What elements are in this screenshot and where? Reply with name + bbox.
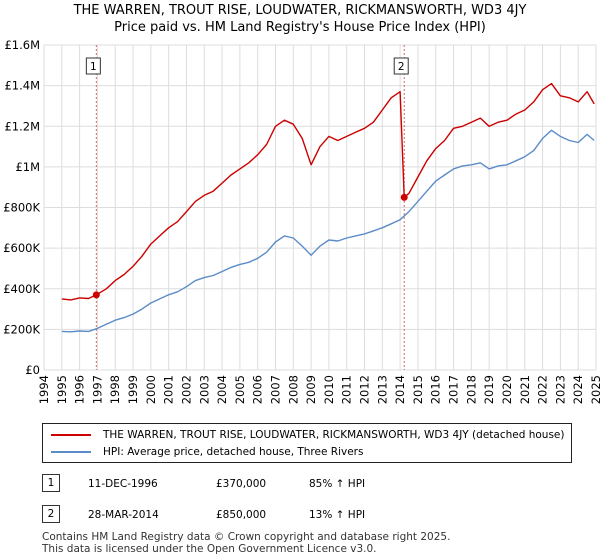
hpi-series-line [61,129,595,333]
transaction-date: 11-DEC-1996 [88,478,158,490]
sale-number-box [393,57,409,75]
sale-number-label: 2 [398,61,405,73]
transaction-hpi: 85% ↑ HPI [309,478,366,490]
x-tick-label: 1996 [73,375,87,404]
y-tick-label: £800K [3,201,40,215]
property-series-line [61,82,595,301]
transaction-number: 1 [42,474,60,492]
x-tick-label: 2004 [215,375,229,404]
x-tick-label: 1995 [55,375,69,404]
transaction-date: 28-MAR-2014 [88,509,159,521]
x-tick-label: 2003 [197,375,211,404]
x-tick-label: 2010 [322,375,336,404]
y-tick-label: £400K [3,282,40,296]
y-tick-label: £600K [3,241,40,255]
y-tick-label: £1.6M [4,38,40,52]
footer-copyright: Contains HM Land Registry data © Crown c… [42,531,451,543]
legend-item-property: THE WARREN, TROUT RISE, LOUDWATER, RICKM… [51,427,564,443]
footer: Contains HM Land Registry data © Crown c… [42,531,450,555]
y-tick-label: £1.2M [4,119,40,133]
x-tick-label: 1999 [126,375,140,404]
y-tick-label: £200K [3,322,40,336]
price-chart: £0 £200K £400K £600K £800K £1M £1.2M £1.4M £1.6M… [3,38,600,404]
chart-title: THE WARREN, TROUT RISE, LOUDWATER, RICKM… [73,3,527,18]
x-tick-label: 2002 [179,375,193,404]
x-tick-label: 2015 [411,375,425,404]
transaction-hpi: 13% ↑ HPI [309,509,366,521]
x-tick-label: 1997 [90,375,104,404]
x-tick-label: 2011 [340,375,354,404]
legend-item-hpi: HPI: Average price, detached house, Thre… [51,444,363,460]
transaction-price: £370,000 [216,478,267,490]
x-tick-label: 2007 [268,375,282,404]
x-tick-label: 2024 [571,375,585,404]
x-tick-label: 2025 [589,375,600,404]
x-tick-label: 2009 [304,375,318,404]
sale-number-box [85,57,101,75]
x-tick-label: 2019 [482,375,496,404]
x-tick-label: 2000 [144,375,158,404]
x-tick-label: 1998 [108,375,122,404]
x-tick-label: 2023 [553,375,567,404]
x-tick-label: 2016 [429,375,443,404]
y-tick-label: £1M [15,160,40,174]
chart-subtitle: Price paid vs. HM Land Registry's House … [114,20,486,35]
x-tick-label: 2005 [233,375,247,404]
legend-label-property: THE WARREN, TROUT RISE, LOUDWATER, RICKM… [103,429,565,441]
y-tick-label: £0 [25,363,40,377]
transaction-price: £850,000 [216,509,267,521]
x-tick-label: 2014 [393,375,407,404]
legend-label-hpi: HPI: Average price, detached house, Thre… [103,446,364,458]
x-tick-label: 2012 [358,375,372,404]
y-tick-label: £1.4M [4,79,40,93]
sale-number-label: 1 [90,61,97,73]
x-tick-label: 2013 [375,375,389,404]
legend-swatch-hpi [51,451,91,453]
x-tick-label: 2022 [536,375,550,404]
sale-point [400,193,408,201]
transaction-number: 2 [42,505,60,523]
x-tick-label: 1994 [37,375,51,404]
x-tick-label: 2017 [447,375,461,404]
footer-license: This data is licensed under the Open Gov… [42,543,377,555]
x-tick-label: 2020 [500,375,514,404]
x-tick-label: 2018 [464,375,478,404]
x-tick-label: 2006 [251,375,265,404]
sale-point [92,291,100,299]
legend-swatch-property [51,434,91,436]
x-tick-label: 2001 [162,375,176,404]
legend: THE WARREN, TROUT RISE, LOUDWATER, RICKM… [42,423,572,463]
x-tick-label: 2021 [518,375,532,404]
x-tick-label: 2008 [286,375,300,404]
